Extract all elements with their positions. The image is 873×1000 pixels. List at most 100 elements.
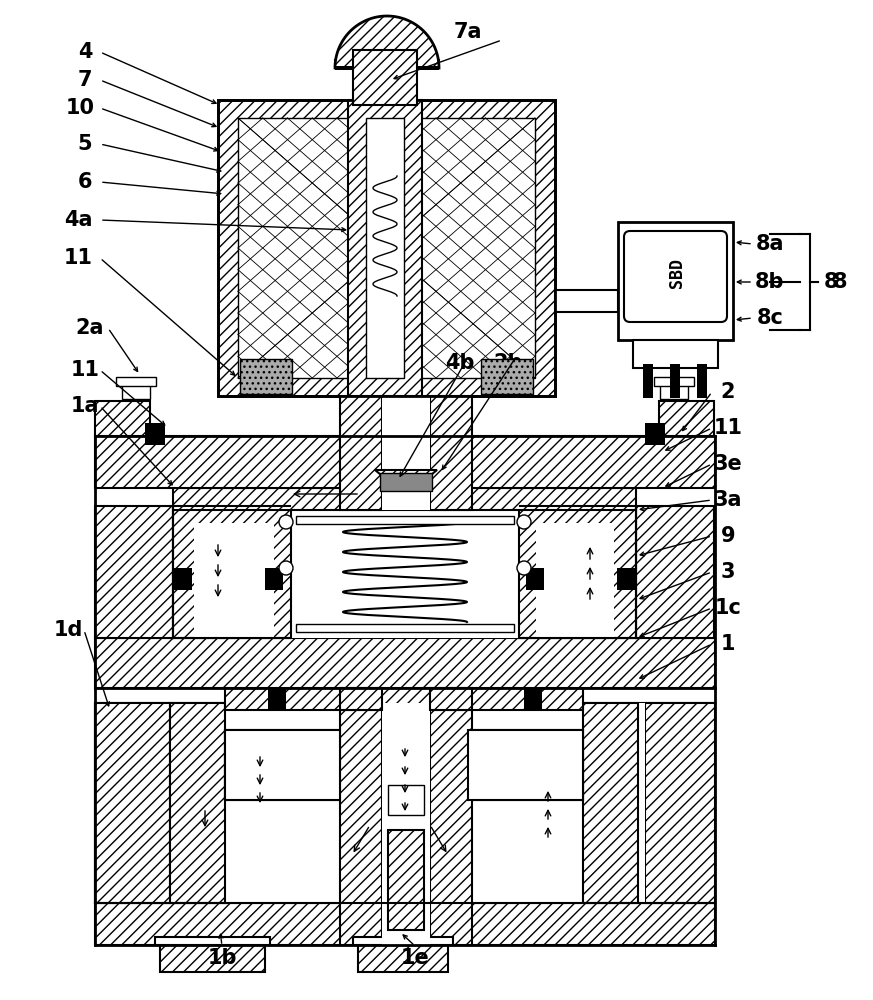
Polygon shape [335,16,439,68]
Bar [583,703,638,903]
Text: 3a: 3a [714,490,742,510]
Text: 9: 9 [721,526,735,546]
Bar [636,506,714,638]
Text: 2a: 2a [76,318,104,338]
Text: 1: 1 [721,634,735,654]
Circle shape [517,561,531,575]
Bar [670,364,680,398]
Bar [155,937,270,945]
Bar [218,100,555,396]
Bar [645,703,715,903]
Bar [353,937,453,945]
Bar [358,942,448,972]
Bar [633,340,718,368]
Bar [95,903,715,945]
Bar [524,688,542,710]
Bar [225,730,340,800]
Text: 3: 3 [721,562,735,582]
Bar [95,436,715,488]
Bar [659,401,714,436]
Text: 6: 6 [78,172,93,192]
Bar [519,506,636,638]
Text: 8b: 8b [755,272,785,292]
Text: 3e: 3e [713,454,742,474]
Text: 1b: 1b [207,948,237,968]
Bar [296,516,514,524]
Text: SBD: SBD [668,258,686,288]
Bar [265,568,283,590]
Bar [340,396,382,510]
Bar [481,359,533,394]
Bar [430,688,472,710]
Bar [268,688,286,710]
Bar [95,703,715,903]
Circle shape [279,515,293,529]
Bar [643,364,653,398]
Text: 8: 8 [833,272,848,292]
Bar [555,290,618,312]
Bar [468,730,583,800]
Circle shape [279,561,293,575]
Text: 4a: 4a [64,210,93,230]
Bar [697,364,707,398]
Bar [654,377,694,386]
Bar [95,638,715,688]
Bar [240,359,292,394]
Text: 8c: 8c [757,308,783,328]
Bar [170,703,225,903]
Bar [536,523,614,638]
Text: 5: 5 [78,134,93,154]
Bar [382,396,430,510]
Text: 4b: 4b [445,353,475,373]
Text: 1a: 1a [71,396,100,416]
Text: 1e: 1e [401,948,430,968]
Text: 4: 4 [78,42,93,62]
Text: 1d: 1d [53,620,83,640]
Text: 10: 10 [65,98,94,118]
Bar [95,506,173,638]
Text: 2b: 2b [493,353,523,373]
Bar [160,942,265,972]
Bar [618,222,733,340]
Text: 7: 7 [78,70,93,90]
Text: 8a: 8a [756,234,784,254]
Bar [430,703,472,945]
Bar [173,506,291,638]
Bar [430,396,472,510]
Bar [340,688,382,710]
Text: 8: 8 [824,272,838,292]
Bar [348,100,422,396]
Bar [194,523,274,638]
Bar [225,688,583,710]
Bar [218,100,555,396]
Bar [170,703,645,903]
Text: 11: 11 [713,418,743,438]
Bar [122,385,150,399]
Bar [145,423,165,445]
Text: 7a: 7a [454,22,482,42]
Bar [116,377,156,386]
Polygon shape [375,470,437,488]
Text: 11: 11 [64,248,93,268]
Bar [238,118,535,378]
Bar [380,473,432,491]
Text: 11: 11 [71,360,100,380]
Bar [173,488,636,510]
Bar [225,730,340,800]
Bar [388,785,424,815]
Bar [95,401,150,436]
Text: 1c: 1c [715,598,741,618]
Bar [95,703,170,903]
FancyBboxPatch shape [624,231,727,322]
Bar [174,568,192,590]
Bar [526,568,544,590]
Bar [340,703,382,945]
Bar [660,385,688,399]
Bar [617,568,635,590]
Bar [468,730,583,800]
Bar [645,423,665,445]
Bar [366,118,404,378]
Bar [382,703,430,945]
Bar [296,624,514,632]
Bar [353,50,417,105]
